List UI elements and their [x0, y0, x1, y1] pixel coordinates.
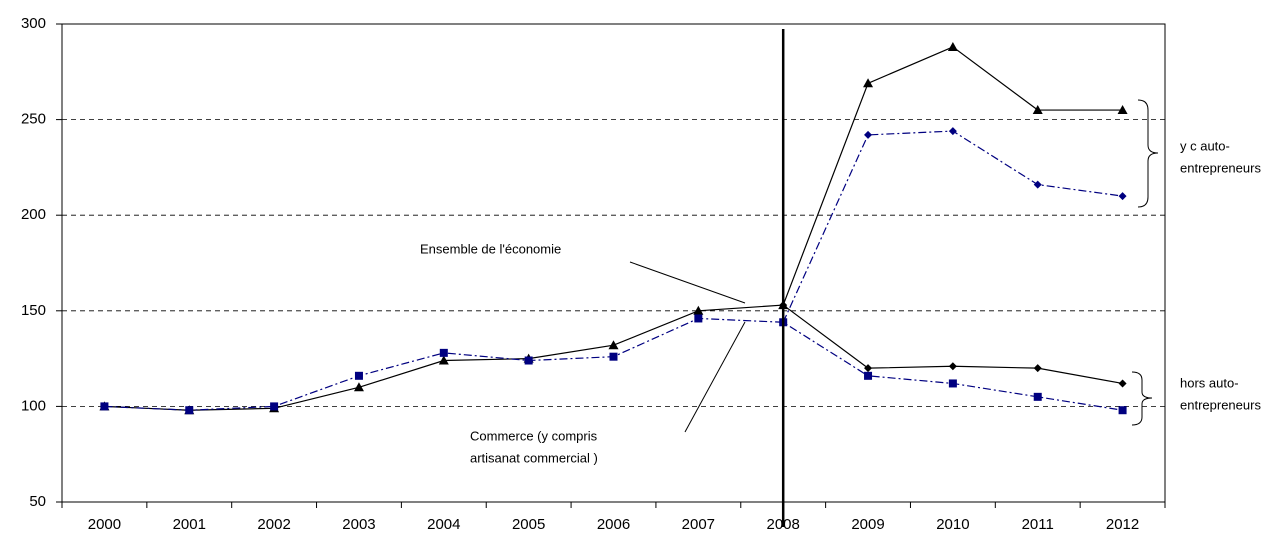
x-tick-label: 2011 — [1022, 516, 1054, 533]
marker — [948, 362, 957, 371]
marker — [353, 382, 364, 392]
marker — [864, 364, 873, 373]
x-tick-label: 2005 — [512, 516, 545, 533]
marker — [863, 78, 874, 88]
leader-line — [629, 261, 746, 304]
x-tick-label: 2010 — [936, 516, 969, 533]
marker — [1033, 392, 1042, 401]
annotation: y c auto- — [1180, 138, 1230, 153]
brace — [1137, 99, 1159, 208]
marker — [439, 348, 448, 357]
marker — [524, 356, 533, 365]
marker — [1117, 105, 1128, 115]
marker — [1118, 192, 1127, 201]
marker — [354, 371, 363, 380]
annotation: Ensemble de l'économie — [420, 241, 561, 256]
marker — [694, 314, 703, 323]
marker — [185, 406, 194, 415]
marker — [438, 355, 449, 365]
marker — [1118, 406, 1127, 415]
x-tick-label: 2012 — [1106, 516, 1139, 533]
annotation: entrepreneurs — [1180, 160, 1261, 175]
x-tick-label: 2006 — [597, 516, 630, 533]
marker — [947, 41, 958, 51]
y-tick-label: 200 — [21, 206, 46, 223]
y-tick-label: 50 — [29, 493, 46, 510]
y-tick-label: 250 — [21, 111, 46, 128]
marker — [100, 402, 109, 411]
marker — [693, 305, 704, 315]
y-tick-label: 100 — [21, 397, 46, 414]
series-line — [782, 304, 1123, 385]
y-tick-label: 150 — [21, 302, 46, 319]
series-line — [104, 317, 1123, 411]
marker — [1033, 180, 1042, 189]
marker — [948, 127, 957, 136]
marker — [270, 402, 279, 411]
series-line — [782, 130, 1123, 323]
x-tick-label: 2003 — [342, 516, 375, 533]
brace — [1131, 371, 1153, 426]
x-tick-label: 2007 — [682, 516, 715, 533]
annotation: Commerce (y compris — [470, 428, 598, 443]
marker — [609, 352, 618, 361]
x-tick-label: 2002 — [257, 516, 290, 533]
marker — [1033, 364, 1042, 373]
annotation: hors auto- — [1180, 375, 1239, 390]
marker — [1032, 105, 1043, 115]
plot-frame — [61, 23, 1166, 503]
annotation: entrepreneurs — [1180, 397, 1261, 412]
leader-line — [684, 321, 746, 433]
x-tick-label: 2000 — [88, 516, 121, 533]
x-tick-label: 2004 — [427, 516, 460, 533]
x-tick-label: 2001 — [173, 516, 206, 533]
marker — [1118, 379, 1127, 388]
x-tick-label: 2009 — [851, 516, 884, 533]
marker — [864, 371, 873, 380]
annotation: artisanat commercial ) — [470, 450, 598, 465]
marker — [608, 340, 619, 350]
marker — [948, 379, 957, 388]
y-tick-label: 300 — [21, 15, 46, 32]
marker — [864, 130, 873, 139]
